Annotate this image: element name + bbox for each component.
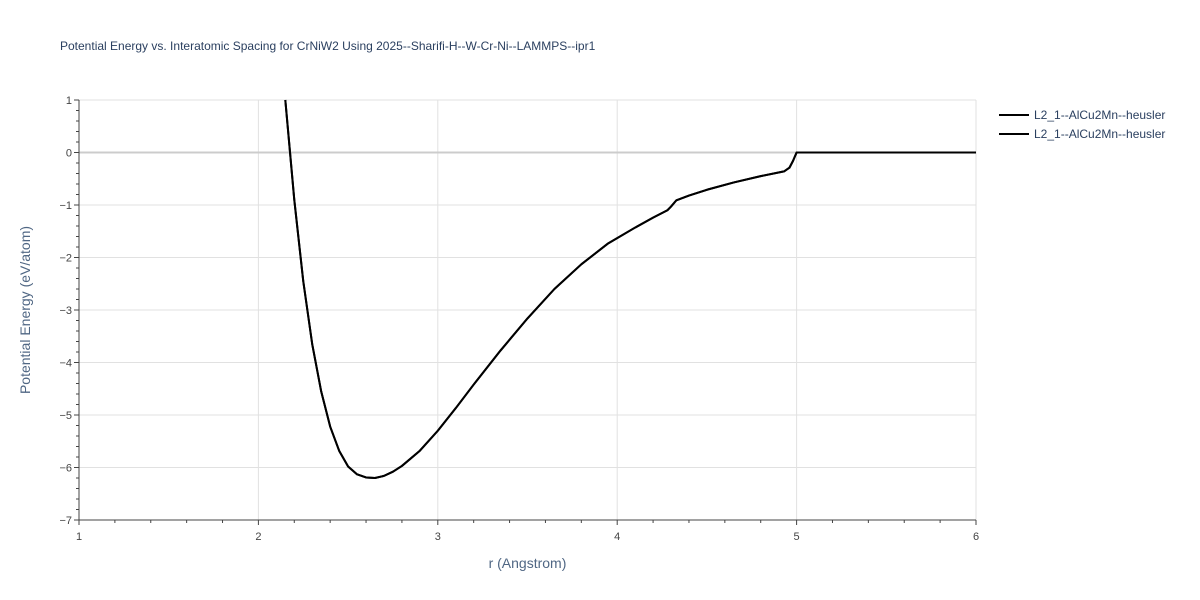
legend-item-2[interactable]: L2_1--AlCu2Mn--heusler: [999, 127, 1165, 141]
y-tick-label: −4: [59, 358, 72, 370]
y-tick-labels: −7 −6 −5 −4 −3 −2 −1 0 1: [59, 95, 72, 527]
x-tick-label: 3: [435, 531, 441, 543]
y-tick-label: −2: [59, 253, 72, 265]
x-tick-label: 6: [973, 531, 979, 543]
x-axis-title: r (Angstrom): [489, 555, 567, 571]
legend-label: L2_1--AlCu2Mn--heusler: [1034, 108, 1165, 122]
x-tick-label: 5: [794, 531, 800, 543]
axes: [78, 100, 976, 521]
series-line-2: [284, 99, 976, 479]
y-tick-label: −5: [59, 410, 72, 422]
y-tick-label: −3: [59, 305, 72, 317]
legend-label: L2_1--AlCu2Mn--heusler: [1034, 127, 1165, 141]
x-tick-label: 4: [614, 531, 620, 543]
x-tick-label: 2: [255, 531, 261, 543]
y-axis-title: Potential Energy (eV/atom): [17, 226, 33, 394]
y-tick-label: −1: [59, 200, 72, 212]
y-tick-label: −7: [59, 515, 72, 527]
series-line-1: [284, 99, 976, 479]
legend: L2_1--AlCu2Mn--heusler L2_1--AlCu2Mn--heu…: [999, 108, 1165, 141]
y-tick-label: 0: [66, 148, 72, 160]
y-tick-label: 1: [66, 95, 72, 107]
chart-title: Potential Energy vs. Interatomic Spacing…: [60, 39, 596, 53]
minor-ticks: [74, 99, 977, 525]
y-tick-label: −6: [59, 463, 72, 475]
x-tick-labels: 1 2 3 4 5 6: [76, 531, 979, 543]
grid-lines: [79, 99, 977, 520]
legend-item-1[interactable]: L2_1--AlCu2Mn--heusler: [999, 108, 1165, 122]
x-tick-label: 1: [76, 531, 82, 543]
series-lines: [284, 99, 976, 479]
